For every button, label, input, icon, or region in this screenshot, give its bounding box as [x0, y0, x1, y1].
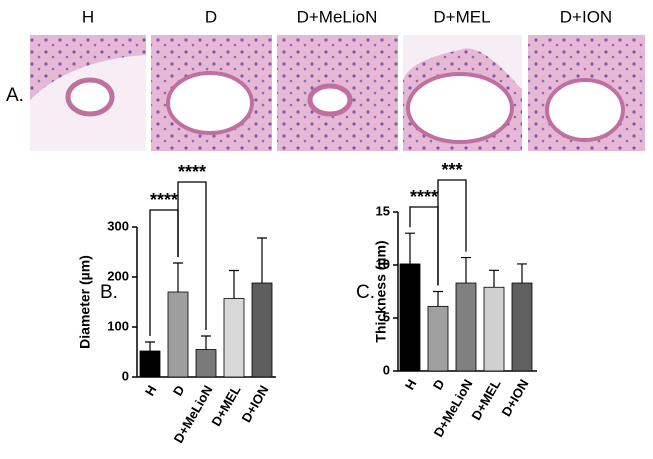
vessel: [307, 83, 353, 117]
error-bar: [229, 269, 239, 299]
bar: [167, 291, 189, 378]
error-bar: [201, 335, 211, 350]
error-bar: [489, 269, 499, 288]
y-tick-label: 0: [122, 368, 129, 383]
x-tick-label: H: [142, 383, 160, 399]
error-bar: [405, 232, 415, 264]
bar: [399, 263, 421, 372]
bar: [139, 350, 161, 378]
vessel: [166, 71, 254, 135]
panel-label: B.: [100, 282, 118, 303]
x-tick-label: D: [170, 383, 188, 399]
column-header: D+ION: [560, 7, 612, 26]
significance-bracket: [437, 179, 467, 286]
column-header: D+MeLioN: [297, 7, 378, 26]
significance-label: ***: [441, 160, 462, 180]
significance-label: ****: [178, 162, 206, 182]
y-tick-label: 300: [107, 218, 129, 233]
vessel: [406, 72, 514, 144]
vessel: [545, 78, 625, 142]
y-axis-label: Diameter (µm): [77, 255, 93, 349]
significance-label: ****: [150, 190, 178, 210]
y-tick-label: 0: [383, 362, 390, 377]
error-bar: [257, 237, 267, 283]
y-tick-label: 5: [383, 309, 390, 324]
y-tick-label: 200: [107, 268, 129, 283]
bar: [427, 305, 449, 372]
bar: [251, 282, 273, 378]
panel-label: C.: [356, 282, 375, 303]
bar: [483, 286, 505, 372]
vessel: [65, 77, 115, 117]
y-tick-label: 10: [376, 256, 390, 271]
significance-bracket: [177, 181, 207, 330]
error-bar: [145, 341, 155, 351]
bar: [455, 282, 477, 372]
x-tick-label: D+ION: [239, 383, 272, 425]
bar: [223, 298, 245, 378]
column-header: D: [205, 7, 217, 26]
y-tick-label: 15: [376, 203, 390, 218]
error-bar: [461, 256, 471, 284]
column-header: D+MEL: [433, 7, 490, 26]
bar: [511, 282, 533, 372]
micrographs: [30, 35, 645, 151]
significance-label: ****: [410, 187, 438, 207]
micrograph-background: [403, 35, 522, 90]
y-tick-label: 100: [107, 318, 129, 333]
panel-label: A.: [6, 85, 24, 106]
x-tick-label: D+ION: [499, 377, 532, 419]
error-bar: [433, 290, 443, 307]
bar: [195, 349, 217, 378]
x-tick-label: H: [402, 377, 420, 393]
x-tick-label: D: [430, 377, 448, 393]
y-axis-label: Thickness (µm): [373, 240, 389, 342]
error-bar: [517, 263, 527, 284]
error-bar: [173, 262, 183, 292]
column-header: H: [82, 7, 94, 26]
